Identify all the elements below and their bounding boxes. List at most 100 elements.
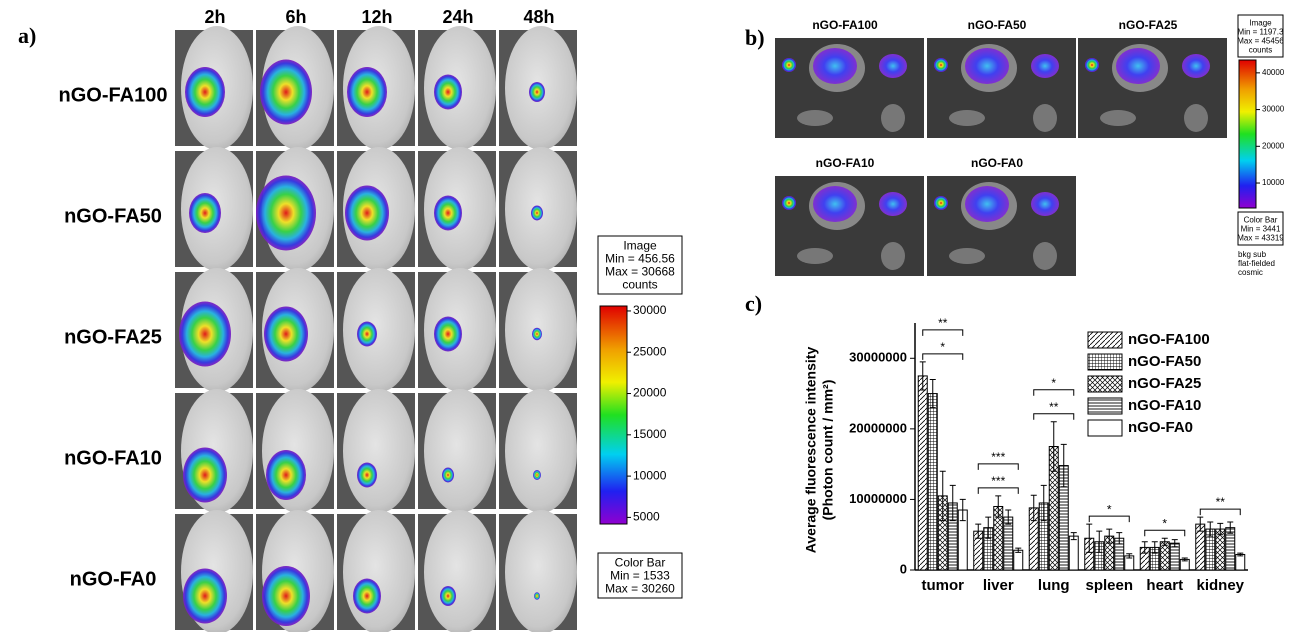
signal xyxy=(534,592,540,600)
info-text: Max = 43319 xyxy=(1237,234,1284,243)
organ xyxy=(1085,58,1099,72)
error-bar xyxy=(939,470,946,522)
time-label: 2h xyxy=(204,7,225,27)
info-box xyxy=(1237,14,1284,58)
x-tick-label: spleen xyxy=(1085,577,1133,594)
x-tick-label: liver xyxy=(983,577,1014,594)
info-text: Max = 30260 xyxy=(605,582,675,596)
group-label: nGO-FA50 xyxy=(968,18,1027,32)
error-bar xyxy=(1070,532,1077,541)
legend-swatch xyxy=(1087,419,1123,437)
error-bar xyxy=(1015,547,1022,553)
group-label: nGO-FA0 xyxy=(70,568,157,590)
error-bar xyxy=(1030,494,1037,522)
error-bar xyxy=(1217,522,1224,536)
colorbar-tick-label: 20000 xyxy=(633,386,667,400)
x-tick-label: heart xyxy=(1146,577,1183,594)
mouse-body xyxy=(505,510,577,632)
significance-label: *** xyxy=(991,450,1005,464)
significance-bracket xyxy=(1088,515,1130,523)
significance-label: * xyxy=(940,340,945,354)
organ xyxy=(797,248,833,264)
error-bar xyxy=(1197,516,1204,532)
info-text: Min = 456.56 xyxy=(605,252,675,266)
group-label: nGO-FA100 xyxy=(59,84,168,106)
legend-label: nGO-FA50 xyxy=(1128,353,1201,370)
y-tick-label: 20000000 xyxy=(849,420,907,435)
bar xyxy=(1068,535,1079,571)
error-bar xyxy=(975,523,982,539)
bar xyxy=(1003,516,1014,571)
group-label: nGO-FA50 xyxy=(64,205,162,227)
mouse-body xyxy=(505,268,577,392)
signal xyxy=(434,74,462,110)
panel-label: b) xyxy=(745,25,765,50)
colorbar-tick-label: 30000 xyxy=(633,303,667,317)
signal xyxy=(529,82,545,102)
signal xyxy=(260,59,312,125)
info-text: Min = 1197.3 xyxy=(1238,28,1284,37)
error-bar xyxy=(1086,523,1093,553)
legend-label: nGO-FA25 xyxy=(1128,375,1201,392)
signal xyxy=(531,205,543,221)
signal xyxy=(434,316,462,352)
bar xyxy=(1225,527,1236,571)
organ xyxy=(881,104,905,132)
bar xyxy=(1235,553,1246,571)
error-bar xyxy=(995,495,1002,518)
organ xyxy=(965,48,1009,84)
organ xyxy=(782,58,796,72)
info-text: Color Bar xyxy=(1244,216,1278,225)
organ xyxy=(879,192,907,216)
error-bar xyxy=(1237,552,1244,557)
note: cosmic xyxy=(1238,268,1263,277)
legend-label: nGO-FA10 xyxy=(1128,397,1201,414)
info-text: counts xyxy=(622,278,657,292)
time-label: 48h xyxy=(523,7,554,27)
organ xyxy=(1184,104,1208,132)
y-axis-title: (Photon count / mm²) xyxy=(820,380,836,521)
signal xyxy=(345,185,389,241)
significance-label: * xyxy=(1107,502,1112,516)
legend-label: nGO-FA100 xyxy=(1128,331,1210,348)
organ xyxy=(879,54,907,78)
group-label: nGO-FA0 xyxy=(971,156,1023,170)
legend-label: nGO-FA0 xyxy=(1128,419,1193,436)
time-label: 6h xyxy=(285,7,306,27)
info-text: Max = 45456 xyxy=(1237,37,1284,46)
signal xyxy=(442,467,454,483)
signal xyxy=(357,321,377,347)
colorbar-tick-label: 30000 xyxy=(1262,105,1285,114)
signal xyxy=(256,175,316,251)
signal xyxy=(183,447,227,503)
signal xyxy=(353,578,381,614)
significance-bracket xyxy=(1144,529,1186,537)
error-bar xyxy=(1227,521,1234,534)
legend-swatch xyxy=(1087,353,1123,371)
info-text: counts xyxy=(1249,46,1273,55)
group-label: nGO-FA25 xyxy=(1119,18,1178,32)
significance-label: ** xyxy=(938,316,948,330)
bar xyxy=(917,375,928,571)
colorbar-tick-label: 10000 xyxy=(633,468,667,482)
error-bar xyxy=(985,516,992,539)
colorbar xyxy=(599,305,628,525)
mouse-body xyxy=(343,389,415,513)
error-bar xyxy=(1181,557,1188,562)
organ xyxy=(813,186,857,222)
note: flat-fielded xyxy=(1238,259,1275,268)
info-box xyxy=(597,235,683,295)
legend-swatch xyxy=(1087,331,1123,349)
mouse-body xyxy=(343,268,415,392)
colorbar-tick-label: 5000 xyxy=(633,510,660,524)
organ xyxy=(949,248,985,264)
significance-label: *** xyxy=(991,474,1005,488)
error-bar xyxy=(1207,521,1214,537)
organ xyxy=(782,196,796,210)
significance-label: * xyxy=(1162,516,1167,530)
x-tick-label: lung xyxy=(1038,577,1070,594)
legend-swatch xyxy=(1087,397,1123,415)
colorbar-tick-label: 10000 xyxy=(1262,178,1285,187)
x-tick-label: tumor xyxy=(922,577,965,594)
organ xyxy=(934,58,948,72)
